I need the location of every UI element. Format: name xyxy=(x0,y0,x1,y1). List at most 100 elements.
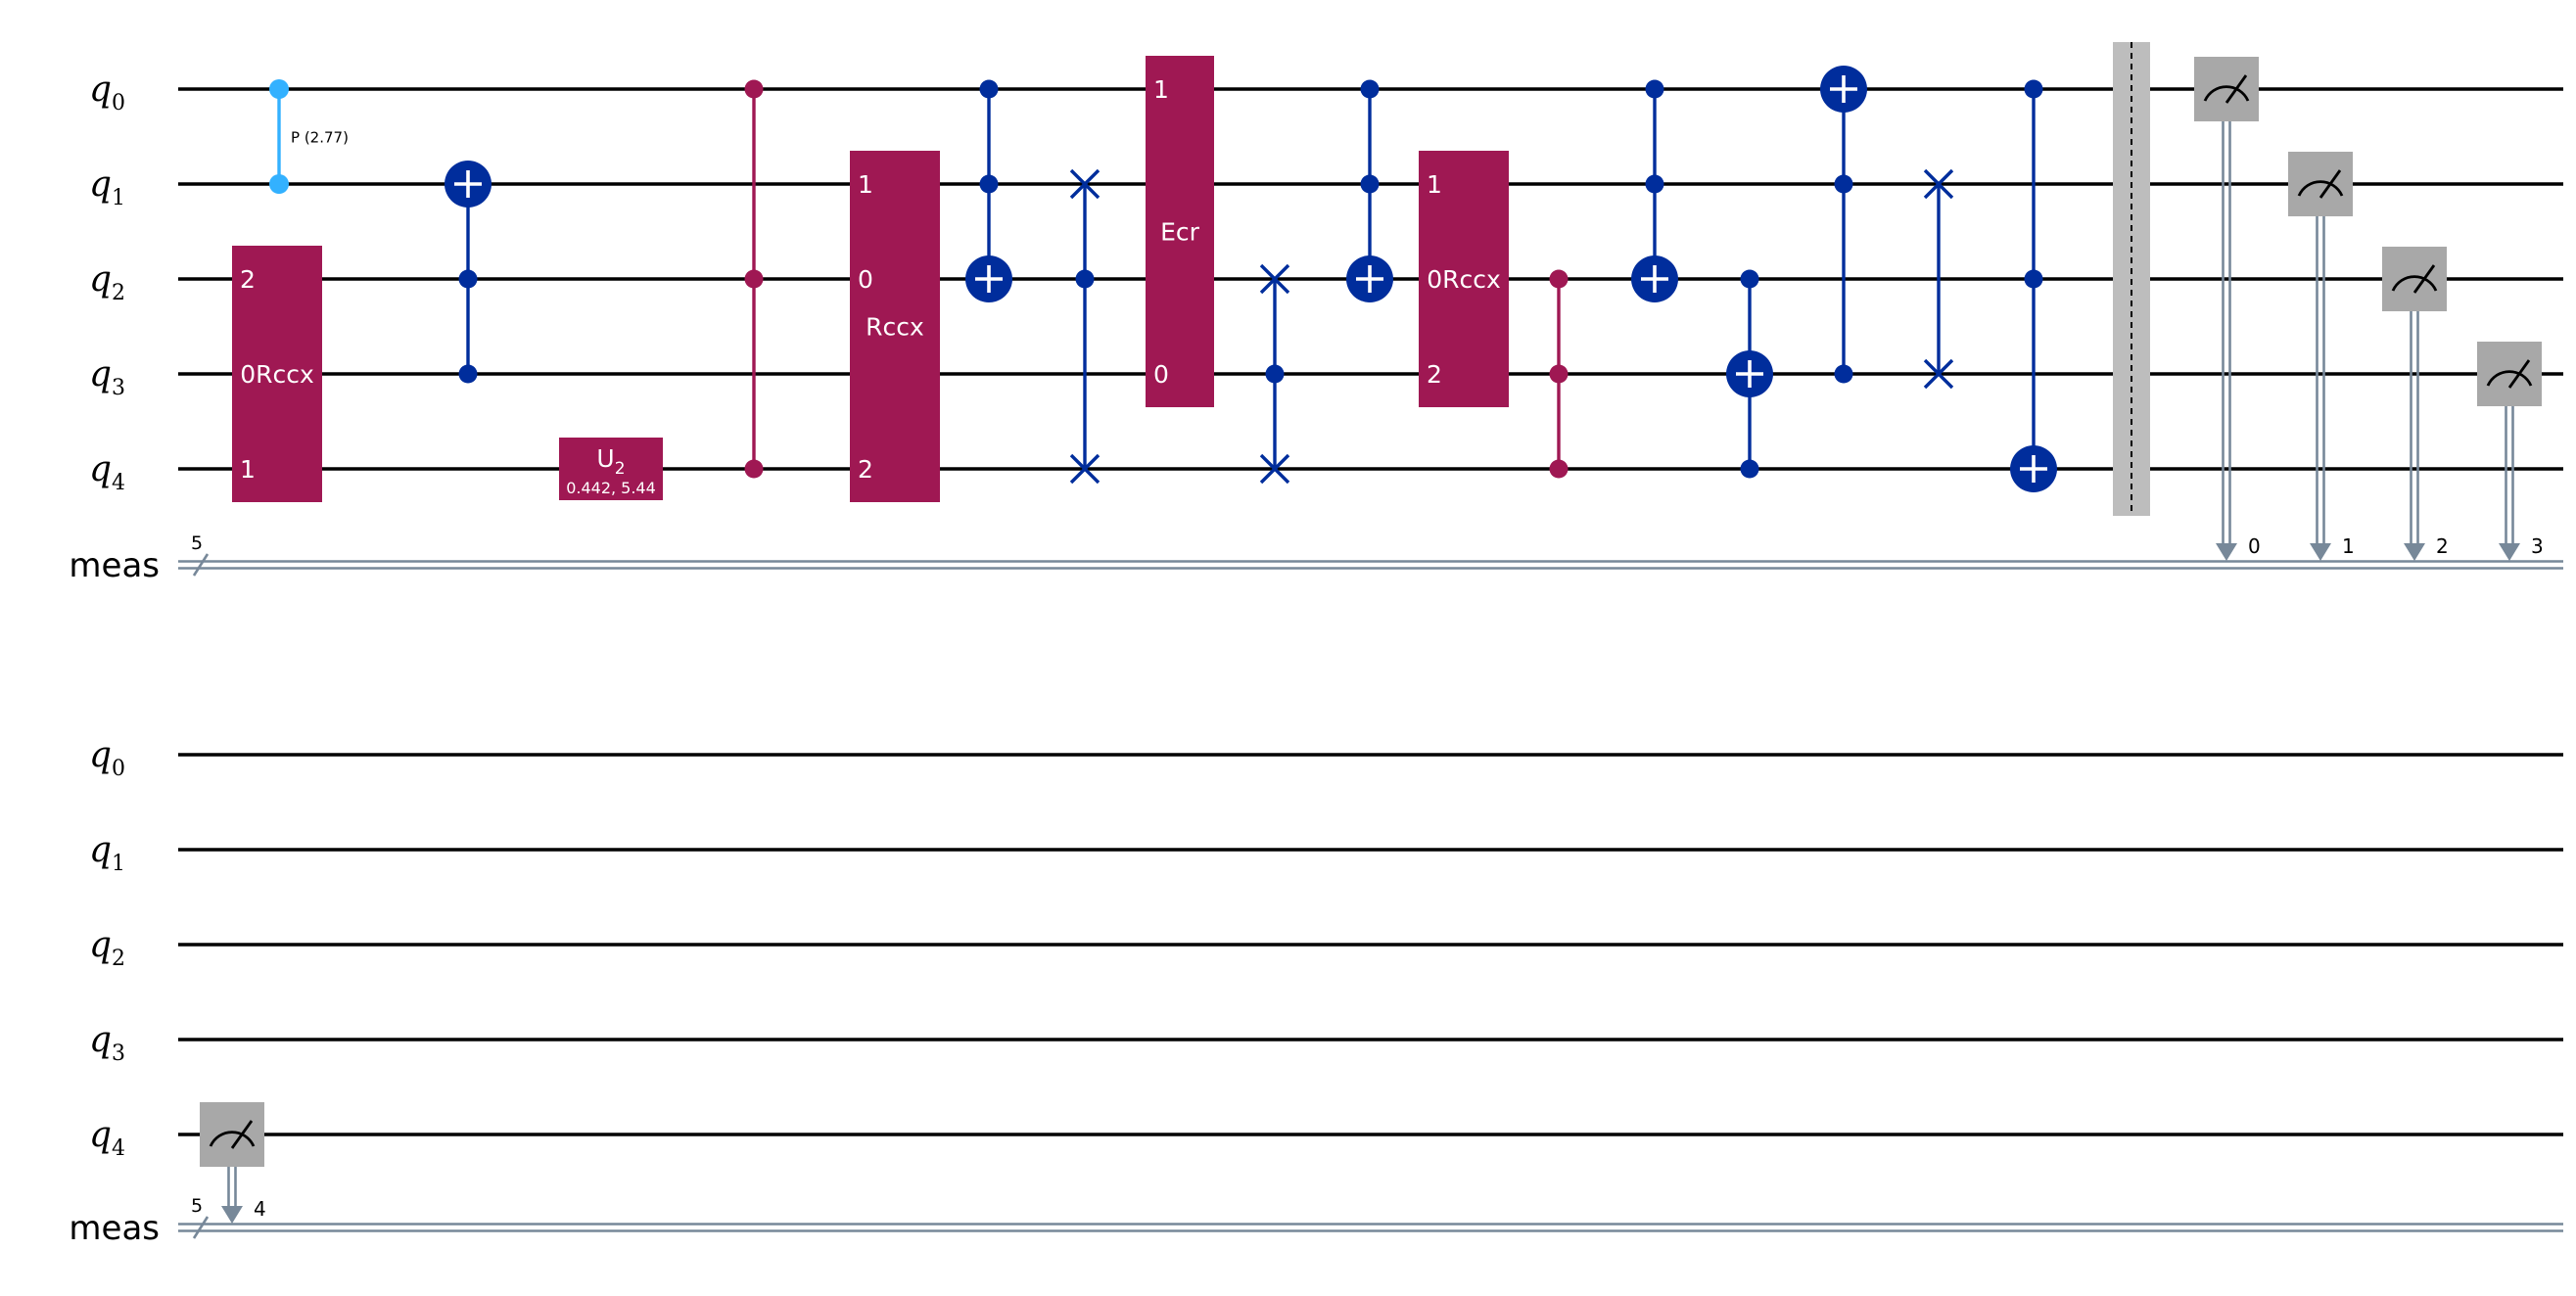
measure-arrow xyxy=(2216,543,2237,561)
qubit-label-q1: q1 xyxy=(89,830,125,876)
qubit-label-q0: q0 xyxy=(89,69,125,116)
control-dot xyxy=(979,174,999,194)
qubit-label-main: q xyxy=(89,925,112,965)
gate-ccx xyxy=(1631,79,1678,302)
gate-box: 0Rccx 1 2 xyxy=(1419,151,1509,407)
gate-pin-label: 1 xyxy=(1153,75,1169,104)
gate-measure: 3 xyxy=(2477,342,2544,561)
phase-control-dot xyxy=(269,174,289,194)
qubit-label-sub: 3 xyxy=(112,1041,125,1066)
control-dot xyxy=(458,269,478,289)
qubit-label-sub: 3 xyxy=(112,376,125,400)
gate-barrier xyxy=(2113,42,2150,516)
measure-box xyxy=(2288,152,2353,216)
gate-name-label: Rccx xyxy=(866,313,924,342)
qubit-label-main: q xyxy=(89,354,112,394)
gate-pin-label: 0 xyxy=(1153,360,1169,389)
gate-ccx xyxy=(2010,79,2057,492)
gate-measure: 0 xyxy=(2194,57,2261,561)
meter-arc-icon xyxy=(2297,180,2344,197)
measure-arrow xyxy=(221,1206,243,1224)
qubit-label-main: q xyxy=(89,1115,112,1155)
control-dot xyxy=(979,79,999,99)
qubit-label-q3: q3 xyxy=(89,354,125,400)
gate-cswap xyxy=(1069,168,1101,485)
qubit-label-sub: 4 xyxy=(112,471,125,495)
measure-arrow xyxy=(2310,543,2331,561)
swap-cross-b xyxy=(1923,358,1954,390)
meter-needle-icon xyxy=(2318,169,2342,199)
gate-ccx xyxy=(965,79,1012,302)
measure-box xyxy=(2194,57,2259,121)
ccz-dot xyxy=(744,269,764,289)
control-dot xyxy=(1645,174,1664,194)
gate-swap xyxy=(1923,168,1954,390)
multi-qubit-gate-box xyxy=(1146,56,1214,407)
gate-name-label: Ecr xyxy=(1160,218,1200,247)
measure-arrow xyxy=(2404,543,2425,561)
u2-gate-label: U2 xyxy=(596,444,625,479)
gate-ccz xyxy=(1549,269,1569,479)
qubit-label-q2: q2 xyxy=(89,259,125,305)
qubit-label-q1: q1 xyxy=(89,164,125,210)
bus-slash xyxy=(192,553,210,577)
gate-box: 0Rccx 2 1 xyxy=(232,246,322,502)
measure-bit-label: 2 xyxy=(2436,534,2449,558)
ccz-dot xyxy=(1549,459,1569,479)
control-dot xyxy=(1740,269,1759,289)
control-dot xyxy=(1360,174,1380,194)
bus-slash xyxy=(192,1216,210,1239)
control-dot xyxy=(2024,79,2043,99)
gate-measure: 2 xyxy=(2382,247,2449,561)
qubit-label-main: q xyxy=(89,449,112,489)
gate-ccx xyxy=(1820,66,1867,384)
qubit-label-sub: 1 xyxy=(112,186,125,210)
gate-pin-label: 2 xyxy=(240,265,256,294)
control-dot xyxy=(1834,174,1853,194)
measure-arrow xyxy=(2499,543,2520,561)
gate-cswap xyxy=(1259,263,1290,485)
qubit-label-sub: 4 xyxy=(112,1136,125,1161)
meter-needle-icon xyxy=(230,1120,254,1149)
control-dot xyxy=(1645,79,1664,99)
meter-needle-icon xyxy=(2412,264,2436,294)
multi-qubit-gate-box xyxy=(850,151,940,502)
qubit-label-main: q xyxy=(89,830,112,870)
swap-cross-b xyxy=(1069,453,1101,485)
multi-qubit-gate-box xyxy=(1419,151,1509,407)
classical-register-label: meas xyxy=(69,1209,160,1248)
qubit-label-main: q xyxy=(89,164,112,205)
u2-gate-box xyxy=(559,438,663,500)
measure-bit-label: 0 xyxy=(2248,534,2261,558)
measure-box xyxy=(2382,247,2447,311)
measure-bit-label: 4 xyxy=(254,1197,266,1221)
ccz-dot xyxy=(744,459,764,479)
measure-box xyxy=(200,1102,264,1167)
control-dot xyxy=(1740,459,1759,479)
multi-qubit-gate-box xyxy=(232,246,322,502)
swap-cross-b xyxy=(1259,453,1290,485)
gate-cx xyxy=(1726,269,1773,479)
qubit-label-sub: 2 xyxy=(112,947,125,971)
qubit-label-q4: q4 xyxy=(89,449,125,495)
control-dot xyxy=(2024,269,2043,289)
meter-needle-icon xyxy=(2507,359,2531,389)
qubit-label-q0: q0 xyxy=(89,735,125,781)
qubit-label-q3: q3 xyxy=(89,1020,125,1066)
qubit-label-sub: 0 xyxy=(112,91,125,116)
gate-name-label: 0Rccx xyxy=(240,360,314,389)
meter-arc-icon xyxy=(209,1131,256,1147)
bus-size-label: 5 xyxy=(191,532,203,554)
gate-pin-label: 1 xyxy=(1427,170,1442,199)
measure-bit-label: 1 xyxy=(2342,534,2355,558)
measure-bit-label: 3 xyxy=(2531,534,2544,558)
gate-pin-label: 2 xyxy=(858,455,873,484)
meter-arc-icon xyxy=(2391,275,2438,292)
qubit-label-q2: q2 xyxy=(89,925,125,971)
qubit-label-main: q xyxy=(89,1020,112,1060)
phase-label: P (2.77) xyxy=(291,129,349,147)
qubit-label-q4: q4 xyxy=(89,1115,125,1161)
bus-size-label: 5 xyxy=(191,1195,203,1217)
